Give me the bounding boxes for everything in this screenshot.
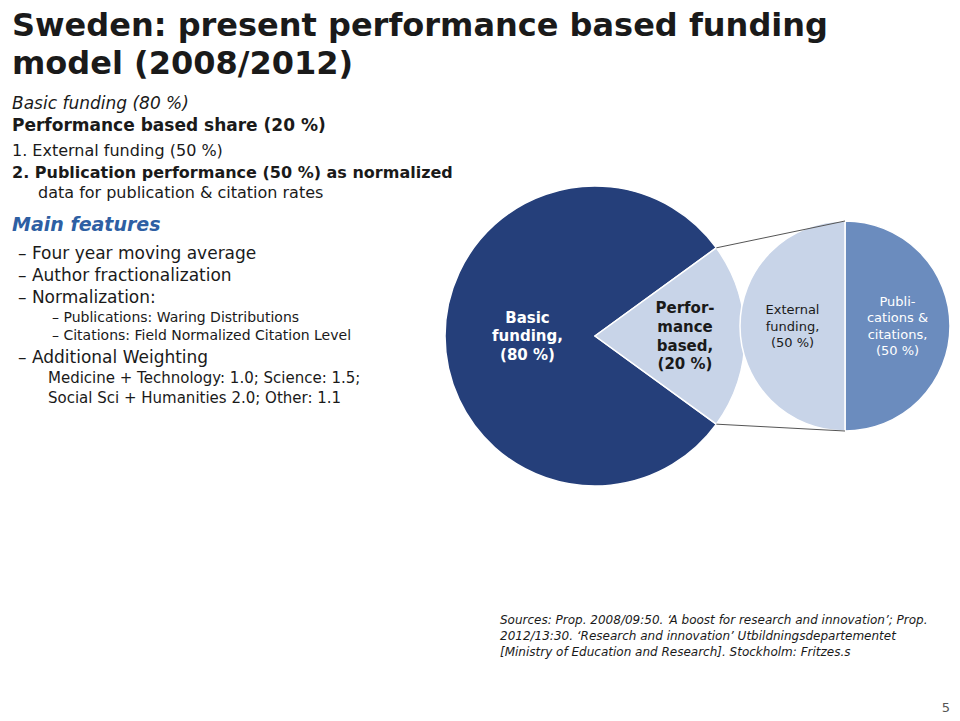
pie-slice — [595, 248, 745, 424]
pie-slice — [740, 221, 845, 431]
annotation: 1. External funding (50 %) — [12, 141, 223, 160]
pie — [445, 186, 745, 486]
connector — [716, 424, 845, 431]
slice-label: Perfor-mancebased,(20 %) — [655, 299, 714, 373]
pie-slice — [445, 186, 716, 486]
annotation: 2. Publication performance (50 %) as nor… — [12, 163, 453, 182]
annotation: – Four year moving average — [18, 243, 256, 263]
annotation: – Author fractionalization — [18, 265, 232, 285]
page-number: 5 — [942, 700, 950, 715]
slice-label: Basicfunding,(80 %) — [492, 309, 563, 365]
annotation: – Citations: Field Normalized Citation L… — [52, 327, 351, 344]
pie — [740, 221, 950, 431]
annotation: – Additional Weighting — [18, 347, 208, 367]
slice-label: Externalfunding,(50 %) — [766, 302, 820, 350]
annotation: Basic funding (80 %) — [12, 93, 189, 113]
connector — [716, 221, 845, 248]
annotation: Performance based share (20 %) — [12, 115, 326, 135]
annotation: data for publication & citation rates — [38, 183, 323, 202]
title: Sweden: present performance based fundin… — [12, 6, 912, 82]
annotation: Social Sci + Humanities 2.0; Other: 1.1 — [48, 389, 341, 407]
annotation: – Normalization: — [18, 287, 156, 307]
pie-slice — [845, 221, 950, 431]
annotation: – Publications: Waring Distributions — [52, 309, 299, 326]
annotation: Main features — [12, 213, 161, 236]
annotation: Medicine + Technology: 1.0; Science: 1.5… — [48, 369, 360, 387]
sources: Sources: Prop. 2008/09:50. ‘A boost for … — [500, 612, 940, 660]
slice-label: Publi-cations &citations,(50 %) — [867, 294, 928, 358]
